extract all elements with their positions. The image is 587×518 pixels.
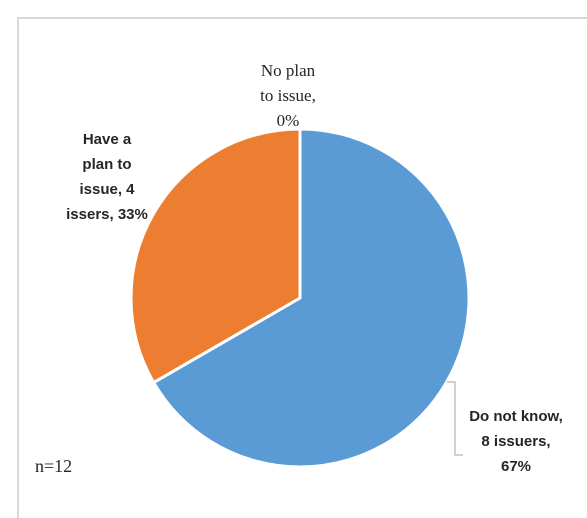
slice-label-have-plan-line-2: plan to xyxy=(82,156,132,173)
slice-label-have-plan-line-3: issue, 4 xyxy=(79,181,135,198)
slice-label-have-plan-line-4: issers, 33% xyxy=(66,206,148,223)
slice-label-no-plan-line-1: No plan xyxy=(260,61,316,80)
slice-label-no-plan-line-2: to issue, xyxy=(260,86,316,105)
slice-label-have-plan: Have a plan to issue, 4 issers, 33% xyxy=(52,127,162,227)
sample-size-note: n=12 xyxy=(35,456,73,476)
slice-label-do-not-know: Do not know, 8 issuers, 67% xyxy=(460,404,572,479)
slice-label-do-not-know-line-3: 67% xyxy=(500,458,532,475)
pie-slice-have-a-plan-to-issue xyxy=(129,127,302,384)
leader-line-do-not-know xyxy=(447,381,463,456)
slice-label-have-plan-line-1: Have a xyxy=(82,131,132,148)
chart-frame xyxy=(17,17,587,518)
slice-label-no-plan: No plan to issue, 0% xyxy=(232,58,344,133)
slice-label-no-plan-line-3: 0% xyxy=(276,111,300,130)
pie-slice-do-not-know xyxy=(152,127,471,469)
slice-label-do-not-know-line-2: 8 issuers, xyxy=(481,433,551,450)
slice-label-do-not-know-line-1: Do not know, xyxy=(469,408,563,425)
